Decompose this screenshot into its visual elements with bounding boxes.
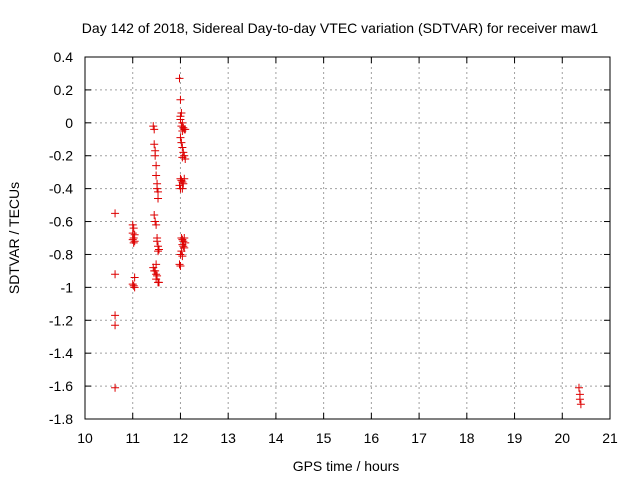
plot-frame xyxy=(84,56,611,420)
data-point xyxy=(154,245,163,254)
data-point xyxy=(575,395,584,404)
x-axis-title: GPS time / hours xyxy=(293,458,400,474)
x-tick-label: 15 xyxy=(316,430,332,446)
data-point xyxy=(151,266,160,275)
data-point xyxy=(152,220,161,229)
data-point xyxy=(177,138,186,147)
data-point xyxy=(150,140,159,149)
y-tick-label: -1 xyxy=(61,279,74,295)
data-point xyxy=(151,151,160,160)
x-tick-label: 10 xyxy=(77,430,93,446)
data-point xyxy=(129,281,138,290)
data-point xyxy=(176,250,185,259)
points-layer xyxy=(111,74,585,409)
x-tick-label: 17 xyxy=(411,430,427,446)
data-point xyxy=(175,74,184,83)
data-point xyxy=(152,171,161,180)
data-point xyxy=(111,321,120,330)
data-point xyxy=(178,240,187,249)
data-point xyxy=(129,224,138,233)
y-tick-label: -1.6 xyxy=(49,378,73,394)
x-tick-label: 19 xyxy=(507,430,523,446)
data-point xyxy=(177,247,186,256)
data-point xyxy=(176,115,185,124)
data-point xyxy=(154,278,163,287)
data-point xyxy=(154,194,163,203)
y-tick-label: 0.2 xyxy=(54,82,74,98)
y-tick-label: -0.8 xyxy=(49,246,73,262)
x-tick-label: 13 xyxy=(220,430,236,446)
x-tick-label: 14 xyxy=(268,430,284,446)
data-point xyxy=(180,234,189,242)
data-point xyxy=(129,238,138,247)
data-point xyxy=(574,383,583,392)
data-point xyxy=(153,237,162,246)
data-point xyxy=(154,247,163,256)
data-point xyxy=(111,383,120,392)
x-tick-label: 18 xyxy=(459,430,475,446)
data-point xyxy=(128,235,137,244)
data-point xyxy=(180,151,189,160)
data-point xyxy=(150,125,159,134)
x-tick-label: 11 xyxy=(125,430,140,446)
y-tick-label: -0.4 xyxy=(49,181,73,197)
x-tick-label: 12 xyxy=(173,430,189,446)
data-point xyxy=(175,260,184,269)
data-point xyxy=(152,161,161,170)
data-point xyxy=(179,179,188,188)
y-tick-label: -0.2 xyxy=(49,148,73,164)
data-point xyxy=(128,220,137,229)
data-point xyxy=(130,283,139,292)
data-point xyxy=(178,118,187,127)
data-point xyxy=(179,242,188,251)
data-point xyxy=(176,261,185,270)
chart-title: Day 142 of 2018, Sidereal Day-to-day VTE… xyxy=(82,20,599,36)
data-point xyxy=(180,174,189,183)
data-point xyxy=(576,400,585,409)
x-tick-label: 16 xyxy=(364,430,380,446)
y-axis-title: SDTVAR / TECUs xyxy=(6,182,22,294)
data-point xyxy=(176,95,185,104)
y-tick-label: -1.4 xyxy=(49,345,73,361)
y-tick-label: 0.4 xyxy=(54,49,74,65)
data-point xyxy=(149,263,158,272)
data-point xyxy=(149,122,158,131)
data-point xyxy=(153,184,162,193)
y-tick-label: -0.6 xyxy=(49,214,73,230)
data-point xyxy=(178,252,187,261)
ticks-layer: 10 11 12 13 14 15 16 17 18 19 20 21 0.4 0.2 0 -0.2 -0.4 -… xyxy=(49,49,618,446)
data-point xyxy=(130,237,139,246)
y-tick-label: -1.8 xyxy=(49,411,73,427)
data-point xyxy=(176,133,185,142)
data-point xyxy=(179,148,188,157)
data-point xyxy=(130,273,139,282)
data-point xyxy=(153,271,162,280)
x-tick-label: 21 xyxy=(602,430,618,446)
grid-layer xyxy=(85,57,610,419)
data-point xyxy=(111,209,120,218)
x-tick-label: 20 xyxy=(554,430,570,446)
data-point xyxy=(177,108,186,117)
y-tick-label: 0 xyxy=(65,115,73,131)
data-point xyxy=(178,184,187,193)
data-point xyxy=(181,125,190,134)
data-point xyxy=(111,270,120,279)
data-point xyxy=(128,280,137,289)
data-point xyxy=(150,210,159,219)
data-point xyxy=(151,217,160,226)
data-point xyxy=(111,311,120,320)
y-tick-label: -1.2 xyxy=(49,312,73,328)
data-point xyxy=(178,153,187,162)
data-point xyxy=(179,123,188,132)
data-point xyxy=(178,143,187,152)
